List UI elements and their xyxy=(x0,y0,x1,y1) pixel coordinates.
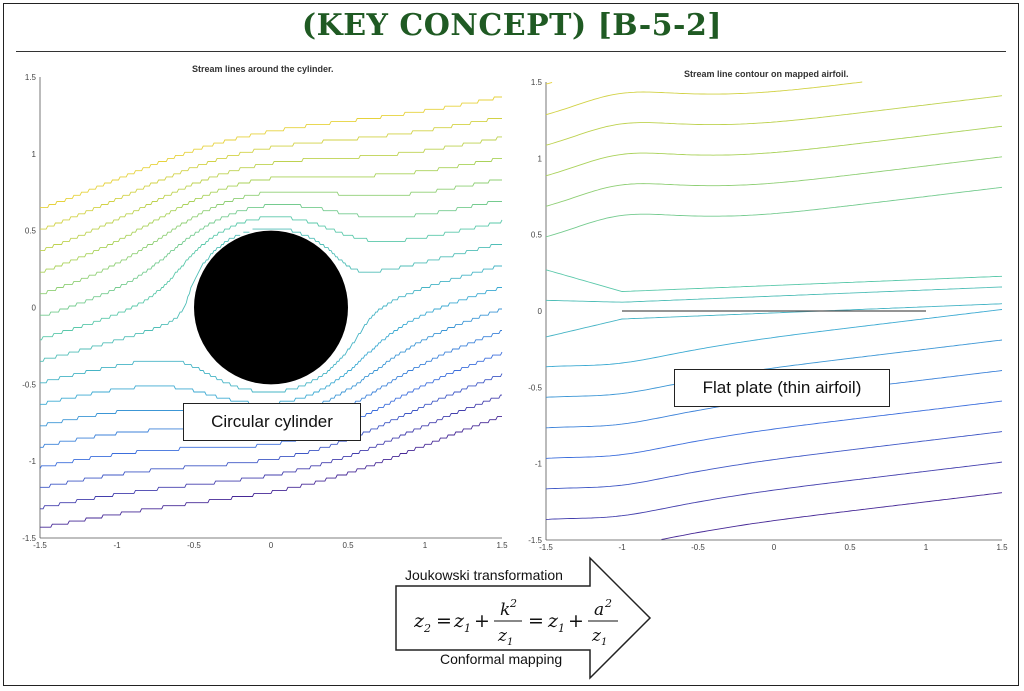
y-tick-label: 1.5 xyxy=(531,78,543,87)
x-tick-label: 1 xyxy=(423,541,428,550)
streamline xyxy=(40,216,503,341)
streamline xyxy=(40,179,502,295)
y-tick-label: 1 xyxy=(32,150,37,159)
arrow-shape xyxy=(395,556,652,680)
streamline xyxy=(40,394,502,510)
y-tick-label: -1.5 xyxy=(22,534,36,543)
arrow-bottom-text: Conformal mapping xyxy=(440,651,563,667)
svg-text:z: z xyxy=(547,610,559,632)
svg-text:a: a xyxy=(594,600,604,620)
x-tick-label: 0 xyxy=(269,541,274,550)
x-tick-label: -1 xyxy=(113,541,121,550)
streamline xyxy=(545,186,1003,238)
svg-text:1: 1 xyxy=(464,622,471,635)
title-divider xyxy=(16,51,1006,52)
transformation-arrow xyxy=(390,556,655,680)
y-tick-label: -1 xyxy=(535,460,543,469)
x-tick-label: -1.5 xyxy=(33,541,47,550)
streamline xyxy=(545,81,863,116)
y-tick-label: 0 xyxy=(538,307,543,316)
streamline xyxy=(545,339,1003,398)
y-tick-label: 0.5 xyxy=(25,227,37,236)
streamline xyxy=(545,125,1003,177)
streamline xyxy=(545,309,1003,368)
y-tick-label: -1.5 xyxy=(528,536,542,545)
right-plot-title: Stream line contour on mapped airfoil. xyxy=(684,69,849,79)
svg-text:1: 1 xyxy=(507,637,513,647)
streamline xyxy=(40,96,502,209)
svg-text:2: 2 xyxy=(509,597,517,610)
svg-text:+: + xyxy=(474,610,490,632)
x-tick-label: 1.5 xyxy=(496,541,508,550)
y-tick-label: 0.5 xyxy=(531,231,543,240)
x-tick-label: 0.5 xyxy=(844,543,856,552)
x-tick-label: 0 xyxy=(772,543,777,552)
streamline xyxy=(545,81,553,85)
svg-text:=: = xyxy=(436,610,452,632)
y-tick-label: 1.5 xyxy=(25,73,37,82)
cylinder xyxy=(194,230,348,385)
cylinder-label: Circular cylinder xyxy=(183,403,361,441)
x-tick-label: -0.5 xyxy=(691,543,705,552)
svg-text:1: 1 xyxy=(558,622,565,635)
arrow-top-text: Joukowski transformation xyxy=(405,567,563,583)
flat-plate-label: Flat plate (thin airfoil) xyxy=(674,369,890,407)
svg-text:=: = xyxy=(528,610,544,632)
x-tick-label: -1.5 xyxy=(539,543,553,552)
svg-text:k: k xyxy=(500,600,510,620)
streamline xyxy=(545,431,1003,490)
streamline xyxy=(39,351,503,470)
y-tick-label: -1 xyxy=(29,457,37,466)
svg-text:2: 2 xyxy=(604,597,612,610)
streamline xyxy=(40,228,502,362)
left-plot-title: Stream lines around the cylinder. xyxy=(192,64,334,74)
streamline xyxy=(545,156,1003,207)
svg-text:z: z xyxy=(497,626,508,646)
svg-text:1: 1 xyxy=(601,637,607,647)
streamline xyxy=(545,269,1003,292)
streamline xyxy=(661,492,1003,540)
x-tick-label: -0.5 xyxy=(187,541,201,550)
svg-text:+: + xyxy=(568,610,584,632)
streamline xyxy=(40,157,502,273)
streamline xyxy=(545,286,1003,303)
streamline xyxy=(545,95,1003,146)
streamline xyxy=(40,373,503,488)
slide-frame xyxy=(3,3,1019,686)
svg-text:2: 2 xyxy=(423,622,431,635)
x-tick-label: 0.5 xyxy=(342,541,354,550)
streamline xyxy=(545,461,1003,520)
streamline xyxy=(40,118,502,230)
y-tick-label: 0 xyxy=(32,304,37,313)
svg-text:z: z xyxy=(414,610,425,632)
streamline xyxy=(40,201,502,316)
svg-text:z: z xyxy=(453,610,465,632)
y-tick-label: -0.5 xyxy=(22,380,36,389)
x-tick-label: -1 xyxy=(618,543,626,552)
svg-text:z: z xyxy=(591,626,602,646)
y-tick-label: 1 xyxy=(538,154,543,163)
streamline xyxy=(545,303,1003,338)
streamline xyxy=(545,400,1003,459)
page-title: (KEY CONCEPT) [B-5-2] xyxy=(301,8,723,43)
streamline xyxy=(40,416,502,528)
x-tick-label: 1.5 xyxy=(996,543,1008,552)
streamline xyxy=(40,136,502,252)
streamline xyxy=(40,265,502,393)
y-tick-label: -0.5 xyxy=(528,383,542,392)
x-tick-label: 1 xyxy=(924,543,929,552)
